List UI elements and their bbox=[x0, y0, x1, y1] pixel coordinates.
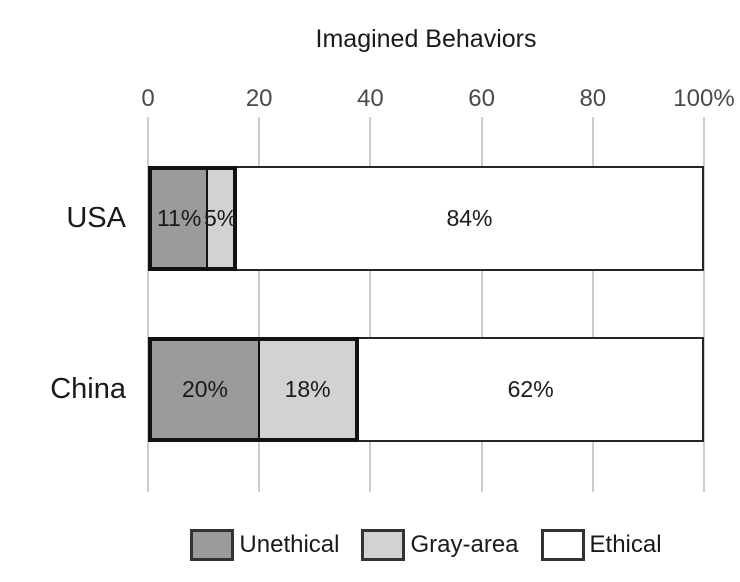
bar-row-china: 20% 18% 62% bbox=[148, 337, 704, 442]
legend-item-unethical: Unethical bbox=[190, 529, 339, 561]
segment-gray-area: 18% bbox=[259, 341, 356, 438]
axis-tick-label: 80 bbox=[579, 85, 607, 112]
bar-row-usa: 11% 5% 84% bbox=[148, 166, 704, 271]
segment-gray-area: 5% bbox=[204, 170, 237, 267]
axis-tick-label: 20 bbox=[245, 85, 273, 112]
legend-label-ethical: Ethical bbox=[589, 531, 662, 558]
gridline bbox=[703, 117, 705, 492]
segment-ethical: 62% bbox=[357, 337, 704, 442]
category-label-china: China bbox=[50, 373, 126, 405]
plot-area: 11% 5% 84% 20% 18% 62% bbox=[147, 117, 705, 492]
legend-swatch-ethical bbox=[540, 529, 585, 561]
segment-unethical: 11% bbox=[152, 170, 209, 267]
legend-label-gray-area: Gray-area bbox=[410, 531, 519, 558]
legend: Unethical Gray-area Ethical bbox=[148, 529, 704, 561]
gridline bbox=[147, 117, 149, 492]
highlight-group-usa: 11% 5% bbox=[148, 166, 237, 271]
axis-tick-label: 40 bbox=[357, 85, 384, 112]
gridline bbox=[480, 117, 483, 492]
legend-swatch-gray-area bbox=[361, 529, 406, 561]
category-label-usa: USA bbox=[66, 202, 126, 234]
gridline bbox=[369, 117, 372, 492]
legend-label-unethical: Unethical bbox=[239, 531, 340, 558]
highlight-group-china: 20% 18% bbox=[148, 337, 360, 442]
segment-unethical: 20% bbox=[152, 341, 260, 438]
segment-ethical: 84% bbox=[234, 166, 704, 271]
legend-swatch-unethical bbox=[190, 529, 235, 561]
axis-tick-label: 60 bbox=[468, 85, 495, 112]
gridline bbox=[258, 117, 261, 492]
legend-item-gray-area: Gray-area bbox=[361, 529, 519, 561]
legend-item-ethical: Ethical bbox=[540, 529, 662, 561]
axis-tick-label: 100% bbox=[673, 85, 735, 112]
axis-tick-label: 0 bbox=[141, 85, 155, 112]
x-axis: 0 20 40 60 80 100% bbox=[141, 85, 734, 114]
gridline bbox=[591, 117, 594, 492]
chart-title: Imagined Behaviors bbox=[315, 25, 537, 53]
